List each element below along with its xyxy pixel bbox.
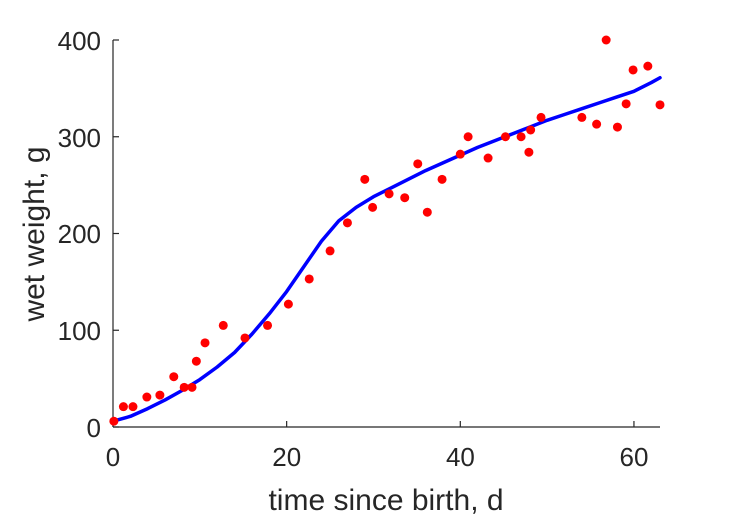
data-point <box>109 416 119 426</box>
data-point <box>128 402 138 412</box>
y-tick-label: 0 <box>87 413 101 443</box>
data-point <box>643 61 653 71</box>
data-point <box>422 207 432 217</box>
x-axis-label: time since birth, d <box>268 484 503 517</box>
data-point <box>142 392 152 402</box>
data-point <box>384 189 394 199</box>
ticks <box>112 39 635 428</box>
data-point <box>577 112 587 122</box>
data-point <box>524 147 534 157</box>
data-point <box>413 159 423 169</box>
data-point <box>592 119 602 129</box>
plot-area <box>109 35 665 426</box>
data-point <box>455 149 465 159</box>
data-point <box>500 132 510 142</box>
data-point <box>304 274 314 284</box>
data-point <box>400 193 410 203</box>
data-point <box>200 338 210 348</box>
y-axis-label: wet weight, g <box>18 146 51 322</box>
x-tick-label: 60 <box>620 442 649 472</box>
data-point <box>536 112 546 122</box>
data-point <box>368 202 378 212</box>
data-point <box>240 333 250 343</box>
data-point <box>612 122 622 132</box>
data-point <box>187 382 197 392</box>
data-point <box>628 65 638 75</box>
data-point <box>325 246 335 256</box>
y-tick-label: 100 <box>58 316 101 346</box>
data-point <box>526 125 536 135</box>
y-tick-label: 200 <box>58 219 101 249</box>
fit-curve <box>111 75 662 423</box>
data-point <box>283 299 293 309</box>
data-point <box>463 132 473 142</box>
data-point <box>179 382 189 392</box>
data-point <box>621 99 631 109</box>
data-point <box>483 153 493 163</box>
data-point <box>169 372 179 382</box>
data-point <box>516 132 526 142</box>
data-point <box>601 35 611 45</box>
data-point <box>218 320 228 330</box>
data-point <box>155 390 165 400</box>
data-point <box>191 356 201 366</box>
data-point <box>118 402 128 412</box>
x-tick-label: 0 <box>106 442 120 472</box>
y-tick-labels: 0 100 200 300 400 <box>58 26 101 443</box>
x-tick-label: 40 <box>446 442 475 472</box>
data-point <box>655 100 665 110</box>
data-point <box>437 174 447 184</box>
data-point <box>263 320 273 330</box>
axes <box>112 40 660 428</box>
data-point <box>360 174 370 184</box>
x-tick-label: 20 <box>272 442 301 472</box>
x-tick-labels: 0 20 40 60 <box>106 442 649 472</box>
data-point <box>342 218 352 228</box>
y-tick-label: 400 <box>58 26 101 56</box>
y-tick-label: 300 <box>58 123 101 153</box>
